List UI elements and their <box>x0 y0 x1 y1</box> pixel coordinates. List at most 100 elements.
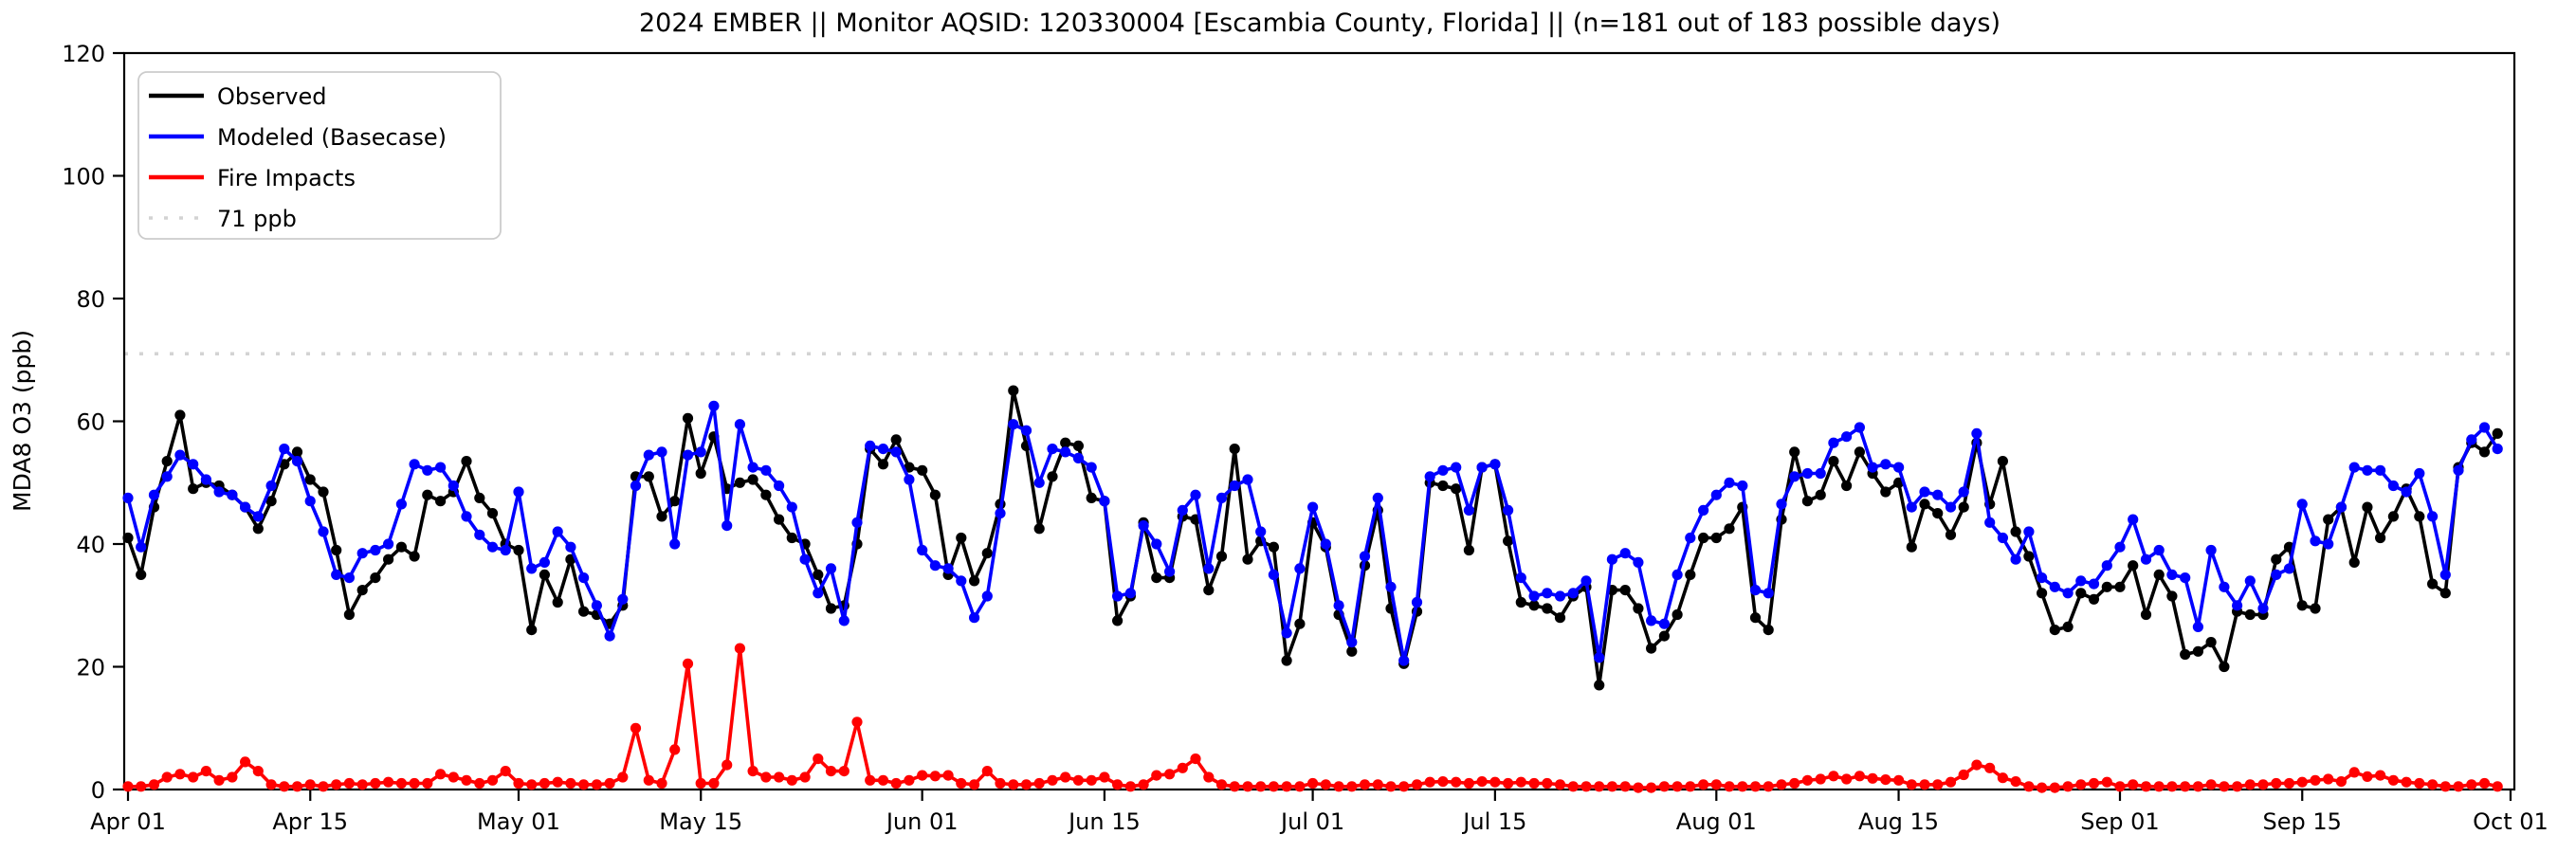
data-point <box>122 781 134 792</box>
data-point <box>1789 471 1800 482</box>
data-point <box>617 771 629 783</box>
data-point <box>2323 514 2334 525</box>
data-point <box>2192 645 2203 657</box>
data-point <box>1268 541 1279 553</box>
data-point <box>2192 781 2203 792</box>
data-point <box>291 781 303 792</box>
data-point <box>2310 535 2321 547</box>
data-point <box>2439 588 2451 599</box>
data-point <box>2375 532 2386 544</box>
data-point <box>2205 779 2217 790</box>
data-point <box>1151 770 1162 781</box>
data-point <box>2049 782 2060 793</box>
data-point <box>2049 625 2060 636</box>
chart-title: 2024 EMBER || Monitor AQSID: 120330004 [… <box>639 9 2001 38</box>
data-point <box>1437 464 1449 476</box>
data-point <box>148 779 160 790</box>
data-point <box>2439 781 2451 792</box>
data-point <box>136 569 147 581</box>
data-point <box>669 496 681 507</box>
data-point <box>2023 781 2035 792</box>
data-point <box>1763 588 1774 599</box>
data-point <box>526 779 538 790</box>
data-point <box>356 548 368 559</box>
data-point <box>2387 480 2399 492</box>
data-point <box>1971 759 1982 771</box>
data-point <box>435 462 447 473</box>
data-point <box>2427 578 2439 590</box>
data-point <box>304 496 316 507</box>
x-tick-label: Oct 01 <box>2473 808 2549 835</box>
data-point <box>1958 501 1969 513</box>
data-point <box>1411 779 1423 790</box>
data-point <box>1281 655 1292 666</box>
x-tick-label: May 15 <box>659 808 742 835</box>
data-point <box>1320 779 1331 790</box>
data-point <box>656 777 667 789</box>
data-point <box>1542 588 1553 599</box>
data-point <box>1841 431 1853 443</box>
data-point <box>1919 486 1930 498</box>
data-point <box>1086 774 1097 786</box>
x-tick-label: Aug 15 <box>1858 808 1939 835</box>
data-point <box>591 600 603 611</box>
data-point <box>2362 464 2373 476</box>
data-point <box>825 766 837 777</box>
data-point <box>1281 627 1292 639</box>
data-point <box>1554 612 1566 624</box>
data-point <box>1424 776 1435 788</box>
data-point <box>526 625 538 636</box>
data-point <box>1984 517 1996 528</box>
data-point <box>604 630 615 642</box>
data-point <box>2180 648 2191 661</box>
legend-label-fire-impacts: Fire Impacts <box>217 165 356 191</box>
data-point <box>265 779 277 790</box>
data-point <box>2128 779 2139 790</box>
data-point <box>370 544 381 556</box>
data-point <box>2037 588 2048 599</box>
data-point <box>343 608 355 621</box>
data-point <box>682 449 694 461</box>
data-point <box>422 777 433 789</box>
data-point <box>500 766 511 777</box>
data-point <box>851 717 863 728</box>
data-point <box>838 766 850 777</box>
data-point <box>1984 762 1996 773</box>
data-point <box>1060 771 1071 783</box>
data-point <box>395 777 407 789</box>
data-point <box>1841 480 1853 492</box>
data-point <box>2232 600 2243 611</box>
data-point <box>1619 585 1631 596</box>
data-point <box>2414 777 2425 789</box>
data-point <box>1151 572 1162 584</box>
data-point <box>2049 581 2060 592</box>
data-point <box>825 563 837 574</box>
data-point <box>1672 781 1683 792</box>
data-point <box>1215 779 1228 790</box>
data-point <box>1503 535 1514 547</box>
data-point <box>2348 767 2360 778</box>
data-point <box>838 615 850 626</box>
data-point <box>2062 621 2074 633</box>
data-point <box>1072 440 1084 451</box>
data-point <box>1698 504 1709 517</box>
data-point <box>1815 467 1826 480</box>
data-point <box>240 501 251 513</box>
data-point <box>1099 771 1110 783</box>
data-point <box>1476 776 1488 788</box>
data-point <box>2375 770 2386 781</box>
data-point <box>1346 781 1358 792</box>
data-point <box>2114 541 2126 553</box>
data-point <box>1958 486 1969 498</box>
data-point <box>2244 608 2256 621</box>
data-point <box>1815 773 1826 785</box>
data-point <box>1008 419 1019 430</box>
data-point <box>1190 753 1201 765</box>
fire-impacts-markers <box>122 643 2503 793</box>
data-point <box>2323 538 2334 550</box>
legend: Observed Modeled (Basecase) Fire Impacts… <box>137 71 502 240</box>
data-point <box>1801 774 1813 786</box>
data-point <box>1633 782 1644 793</box>
data-point <box>1776 499 1787 510</box>
y-axis-label: MDA8 O3 (ppb) <box>9 330 36 512</box>
